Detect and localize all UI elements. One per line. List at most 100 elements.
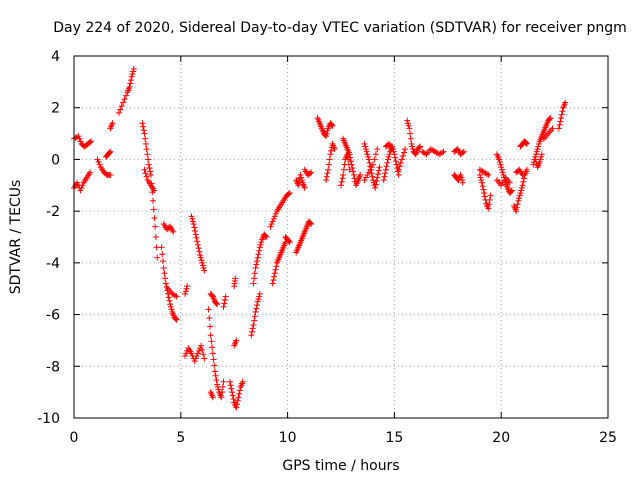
data-point [151, 187, 158, 194]
data-point [172, 315, 179, 322]
data-point [226, 378, 233, 385]
data-point [556, 121, 563, 128]
data-point [158, 244, 165, 251]
y-axis-label: SDTVAR / TECUs [8, 180, 24, 295]
data-point [250, 321, 257, 328]
data-point [373, 177, 380, 184]
data-point [323, 173, 330, 180]
data-point [106, 149, 113, 156]
data-point [498, 164, 505, 171]
x-tick-label: 15 [385, 430, 403, 446]
data-point [481, 190, 488, 197]
data-point [184, 283, 191, 290]
data-point [460, 148, 467, 155]
data-point [183, 285, 190, 292]
data-point [269, 218, 276, 225]
data-point [121, 96, 128, 103]
data-point [160, 265, 167, 272]
data-point [270, 215, 277, 222]
data-point [195, 245, 202, 252]
data-point [256, 244, 263, 251]
data-point [533, 151, 540, 158]
data-point [459, 149, 466, 156]
data-point [327, 151, 334, 158]
data-point [395, 171, 402, 178]
data-point [219, 383, 226, 390]
y-tick-label: -6 [46, 308, 60, 324]
data-point [191, 224, 198, 231]
data-point [234, 401, 241, 408]
data-point [409, 143, 416, 150]
data-point [183, 350, 190, 357]
data-point [485, 205, 492, 212]
data-point [167, 303, 174, 310]
data-point [459, 179, 466, 186]
data-point [253, 261, 260, 268]
data-point [323, 177, 330, 184]
data-point [198, 342, 205, 349]
data-point [230, 396, 237, 403]
data-point [257, 241, 264, 248]
data-point [218, 394, 225, 401]
data-point [381, 173, 388, 180]
data-point [345, 156, 352, 163]
data-point [199, 259, 206, 266]
data-point [162, 280, 169, 287]
data-point [508, 187, 515, 194]
data-point [392, 154, 399, 161]
data-point [439, 149, 446, 156]
data-point [357, 171, 364, 178]
data-point [209, 344, 216, 351]
data-point [285, 190, 292, 197]
data-point [248, 332, 255, 339]
data-point [182, 288, 189, 295]
data-point [365, 169, 372, 176]
data-point [498, 166, 505, 173]
data-point [486, 201, 493, 208]
data-point [141, 130, 148, 137]
data-point [523, 140, 530, 147]
data-point [497, 161, 504, 168]
data-point [416, 144, 423, 151]
data-point [338, 178, 345, 185]
data-point [221, 300, 228, 307]
x-tick-label: 5 [176, 430, 185, 446]
data-point [219, 389, 226, 396]
data-point [271, 213, 278, 220]
data-point [501, 177, 508, 184]
data-point [534, 146, 541, 153]
data-point [368, 170, 375, 177]
data-point [262, 233, 269, 240]
data-point [301, 184, 308, 191]
data-point [165, 294, 172, 301]
data-point [154, 254, 161, 261]
data-point [255, 251, 262, 258]
data-point [508, 188, 515, 195]
data-point [523, 140, 530, 147]
data-point [207, 332, 214, 339]
data-point [519, 171, 526, 178]
data-point [189, 215, 196, 222]
data-point [307, 170, 314, 177]
data-point [364, 171, 371, 178]
data-point [140, 123, 147, 130]
data-point [95, 159, 102, 166]
data-point [199, 262, 206, 269]
data-point [235, 394, 242, 401]
data-point [190, 221, 197, 228]
data-point [369, 173, 376, 180]
data-point [458, 174, 465, 181]
data-point [143, 146, 150, 153]
data-point [253, 258, 260, 265]
data-point [147, 171, 154, 178]
data-point [557, 118, 564, 125]
data-point [253, 302, 260, 309]
data-point [372, 181, 379, 188]
data-point [74, 179, 81, 186]
data-point [252, 308, 259, 315]
data-point [160, 258, 166, 265]
data-point [173, 293, 180, 300]
data-point [286, 190, 293, 197]
data-point [298, 174, 305, 181]
